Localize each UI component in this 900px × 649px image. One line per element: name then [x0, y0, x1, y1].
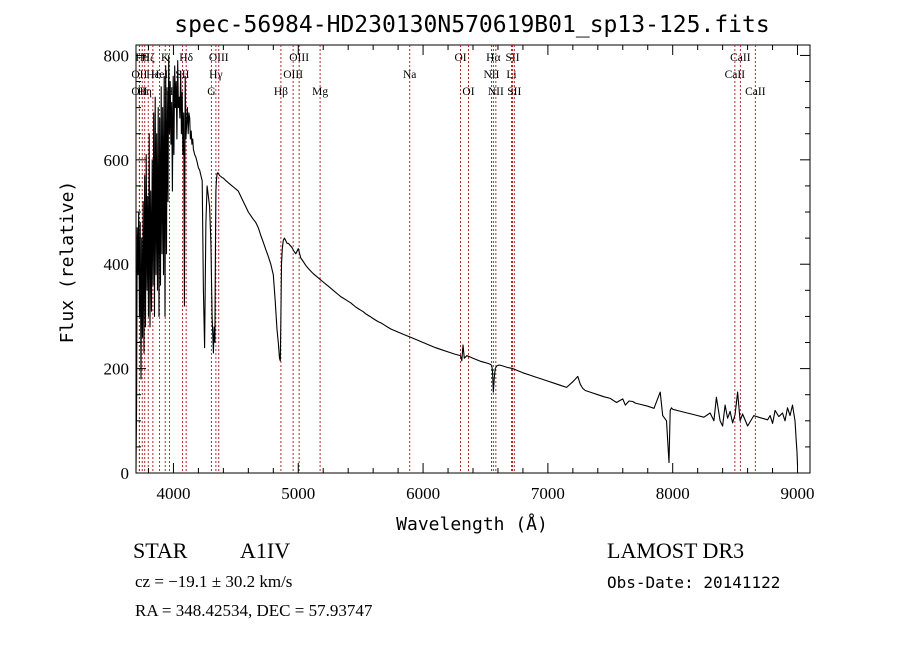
- line-label-sii: SII: [507, 86, 521, 98]
- x-tick-label: 6000: [406, 484, 440, 503]
- line-label-li: Li: [506, 69, 516, 81]
- chart-title: spec-56984-HD230130N570619B01_sp13-125.f…: [174, 12, 769, 38]
- line-label-hα: Hα: [486, 52, 500, 64]
- line-label-caii: CaII: [745, 86, 766, 98]
- line-label-hγ: Hγ: [209, 69, 222, 81]
- line-label-hε: Hε: [146, 69, 159, 81]
- line-label-oiii: OIII: [283, 69, 303, 81]
- y-tick-label: 400: [104, 255, 130, 274]
- line-label-oii: OII: [131, 86, 147, 98]
- plot-frame: [135, 44, 811, 474]
- line-label-hη: Hη: [138, 86, 152, 98]
- x-tick-label: 8000: [656, 484, 690, 503]
- line-label-mg: Mg: [312, 86, 328, 98]
- line-label-g: G: [207, 86, 215, 98]
- survey-name: LAMOST DR3: [607, 538, 745, 563]
- y-tick-label: 800: [104, 46, 130, 65]
- redshift-value: cz = −19.1 ± 30.2 km/s: [135, 572, 293, 591]
- y-axis-label: Flux (relative): [57, 181, 78, 344]
- line-label-sii: SII: [506, 52, 520, 64]
- x-tick-label: 5000: [281, 484, 315, 503]
- y-tick-label: 0: [121, 464, 130, 483]
- line-label-oi: OI: [454, 52, 466, 64]
- line-label-oi: OI: [462, 86, 474, 98]
- line-label-oiii: OIII: [209, 52, 229, 64]
- line-label-k: K: [161, 52, 170, 64]
- line-label-nii: NII: [483, 69, 499, 81]
- line-label-nii: NII: [488, 86, 504, 98]
- observation-date: Obs-Date: 20141122: [607, 573, 781, 592]
- x-tick-label: 4000: [156, 484, 190, 503]
- x-tick-label: 9000: [781, 484, 815, 503]
- line-label-na: Na: [403, 69, 416, 81]
- object-class: STAR: [133, 538, 188, 563]
- object-subclass: A1IV: [240, 538, 291, 563]
- line-label-oiii: OIII: [289, 52, 309, 64]
- y-tick-label: 200: [104, 360, 130, 379]
- coordinates: RA = 348.42534, DEC = 57.93747: [135, 601, 373, 620]
- line-label-caii: CaII: [725, 69, 746, 81]
- line-label-hβ: Hβ: [274, 86, 288, 98]
- plot-border: [135, 44, 811, 474]
- line-label-hδ: Hδ: [179, 52, 193, 64]
- line-label-caii: CaII: [730, 52, 751, 64]
- x-tick-label: 7000: [531, 484, 565, 503]
- axis-ticks: 4000 5000 6000 7000 8000 9000 0 200 400 600 800: [104, 45, 815, 503]
- x-axis-label: Wavelength (Å): [396, 513, 548, 535]
- y-tick-label: 600: [104, 151, 130, 170]
- spectrum-series-line: [135, 54, 799, 471]
